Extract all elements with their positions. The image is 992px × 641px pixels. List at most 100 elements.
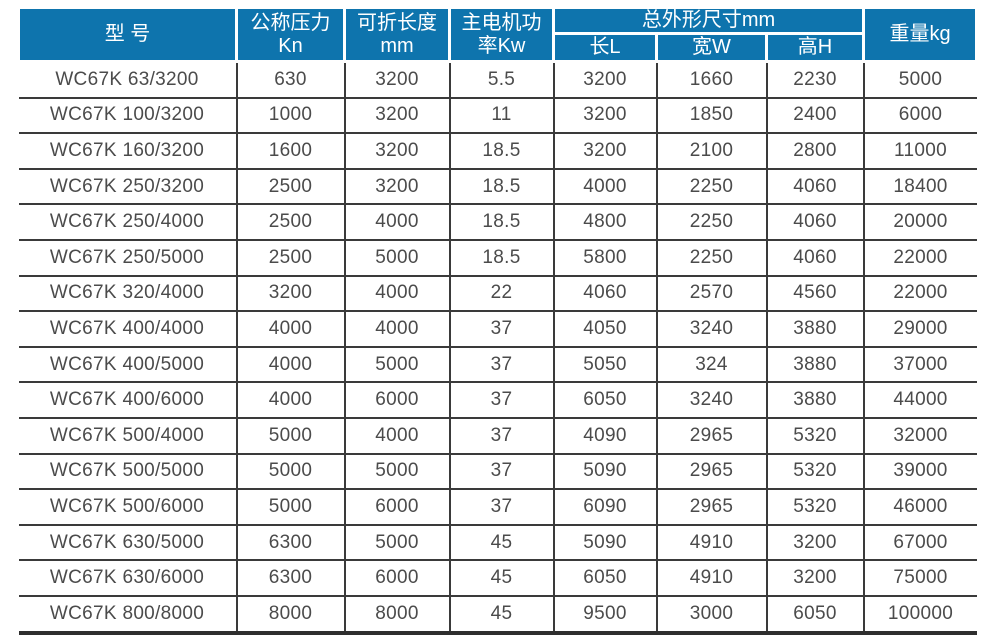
fold-length-cell: 3200 (343, 96, 451, 135)
model-cell: WC67K 400/5000 (18, 345, 238, 384)
dim-height-cell: 4060 (765, 167, 865, 206)
pressure-cell: 4000 (235, 310, 346, 348)
header-motor-power: 主电机功 率Kw (448, 6, 555, 63)
model-cell: WC67K 160/3200 (18, 132, 238, 170)
fold-length-cell: 4000 (343, 310, 451, 348)
motor-power-cell: 45 (448, 523, 555, 562)
weight-cell: 29000 (862, 310, 977, 348)
motor-power-cell: 18.5 (448, 238, 555, 277)
table-row: WC67K 500/6000 5000 6000 37 6090 2965 5320 4600… (18, 488, 977, 526)
dim-height-cell: 3880 (765, 345, 865, 384)
motor-power-cell: 37 (448, 310, 555, 348)
motor-power-cell: 37 (448, 488, 555, 526)
weight-cell: 39000 (862, 452, 977, 491)
motor-power-cell: 45 (448, 594, 555, 635)
header-pressure-unit: Kn (278, 34, 303, 57)
dim-width-cell: 3240 (655, 381, 768, 419)
header-model: 型 号 (17, 6, 238, 63)
pressure-cell: 5000 (235, 416, 346, 455)
pressure-cell: 2500 (235, 167, 346, 206)
dim-height-cell: 4060 (765, 238, 865, 277)
dim-width-cell: 2100 (655, 132, 768, 170)
pressure-cell: 630 (235, 61, 346, 99)
dim-height-cell: 3200 (765, 559, 865, 597)
pressure-cell: 2500 (235, 203, 346, 241)
model-cell: WC67K 250/5000 (18, 238, 238, 277)
dim-length-cell: 5800 (552, 238, 658, 277)
fold-length-cell: 6000 (343, 488, 451, 526)
fold-length-cell: 4000 (343, 274, 451, 313)
header-pressure: 公称压力 Kn (235, 6, 346, 63)
dim-width-cell: 1660 (655, 61, 768, 99)
model-cell: WC67K 500/6000 (18, 488, 238, 526)
header-fold-length: 可折长度 mm (343, 6, 451, 63)
dim-width-cell: 2250 (655, 167, 768, 206)
dim-length-cell: 4090 (552, 416, 658, 455)
header-dim-height: 高H (764, 32, 866, 63)
dim-height-cell: 2230 (765, 61, 865, 99)
header-row-sub: 长L 宽W 高H (19, 32, 977, 63)
dim-width-cell: 4910 (655, 559, 768, 597)
dim-width-cell: 2965 (655, 416, 768, 455)
weight-cell: 5000 (862, 61, 977, 99)
fold-length-cell: 6000 (343, 381, 451, 419)
table-row: WC67K 100/3200 1000 3200 11 3200 1850 2400 6000 (18, 96, 977, 135)
weight-cell: 46000 (862, 488, 977, 526)
dim-length-cell: 9500 (552, 594, 658, 635)
model-cell: WC67K 500/5000 (18, 452, 238, 491)
weight-cell: 67000 (862, 523, 977, 562)
motor-power-cell: 45 (448, 559, 555, 597)
pressure-cell: 5000 (235, 488, 346, 526)
dim-width-cell: 2965 (655, 452, 768, 491)
fold-length-cell: 5000 (343, 345, 451, 384)
pressure-cell: 3200 (235, 274, 346, 313)
table-header: 型 号 公称压力 Kn 可折长度 mm 主电机功 率Kw 总外形尺寸mm 重量k… (17, 6, 979, 63)
weight-cell: 22000 (862, 238, 977, 277)
model-cell: WC67K 500/4000 (18, 416, 238, 455)
table-body: WC67K 63/3200 630 3200 5.5 3200 1660 2230 5000 W… (18, 61, 977, 635)
table-row: WC67K 320/4000 3200 4000 22 4060 2570 4560 2200… (18, 274, 977, 313)
motor-power-cell: 37 (448, 345, 555, 384)
table-row: WC67K 400/4000 4000 4000 37 4050 3240 3880 2900… (18, 310, 977, 348)
dim-height-cell: 5320 (765, 452, 865, 491)
pressure-cell: 1600 (235, 132, 346, 170)
pressure-cell: 2500 (235, 238, 346, 277)
table-row: WC67K 250/4000 2500 4000 18.5 4800 2250 4060 20… (18, 203, 977, 241)
table-row: WC67K 160/3200 1600 3200 18.5 3200 2100 2800 11… (18, 132, 977, 170)
dim-length-cell: 4000 (552, 167, 658, 206)
table-row: WC67K 630/5000 6300 5000 45 5090 4910 3200 6700… (18, 523, 977, 562)
dim-length-cell: 4060 (552, 274, 658, 313)
model-cell: WC67K 400/6000 (18, 381, 238, 419)
pressure-cell: 4000 (235, 345, 346, 384)
weight-cell: 75000 (862, 559, 977, 597)
dim-height-cell: 3200 (765, 523, 865, 562)
weight-cell: 18400 (862, 167, 977, 206)
dim-width-cell: 2570 (655, 274, 768, 313)
weight-cell: 6000 (862, 96, 977, 135)
dim-length-cell: 3200 (552, 132, 658, 170)
model-cell: WC67K 63/3200 (18, 61, 238, 99)
fold-length-cell: 5000 (343, 238, 451, 277)
header-fold-length-unit: mm (380, 34, 414, 57)
fold-length-cell: 4000 (343, 416, 451, 455)
dim-height-cell: 4060 (765, 203, 865, 241)
table-row: WC67K 500/4000 5000 4000 37 4090 2965 5320 3200… (18, 416, 977, 455)
dim-height-cell: 2400 (765, 96, 865, 135)
motor-power-cell: 18.5 (448, 167, 555, 206)
pressure-cell: 5000 (235, 452, 346, 491)
dim-length-cell: 5090 (552, 452, 658, 491)
pressure-cell: 4000 (235, 381, 346, 419)
fold-length-cell: 3200 (343, 132, 451, 170)
dim-width-cell: 2250 (655, 238, 768, 277)
model-cell: WC67K 100/3200 (18, 96, 238, 135)
dim-width-cell: 3000 (655, 594, 768, 635)
weight-cell: 44000 (862, 381, 977, 419)
header-dimensions-group: 总外形尺寸mm (551, 6, 866, 35)
dim-length-cell: 5090 (552, 523, 658, 562)
table-row: WC67K 250/5000 2500 5000 18.5 5800 2250 4060 22… (18, 238, 977, 277)
weight-cell: 22000 (862, 274, 977, 313)
table-row: WC67K 400/6000 4000 6000 37 6050 3240 3880 4400… (18, 381, 977, 419)
fold-length-cell: 3200 (343, 167, 451, 206)
dim-length-cell: 4800 (552, 203, 658, 241)
